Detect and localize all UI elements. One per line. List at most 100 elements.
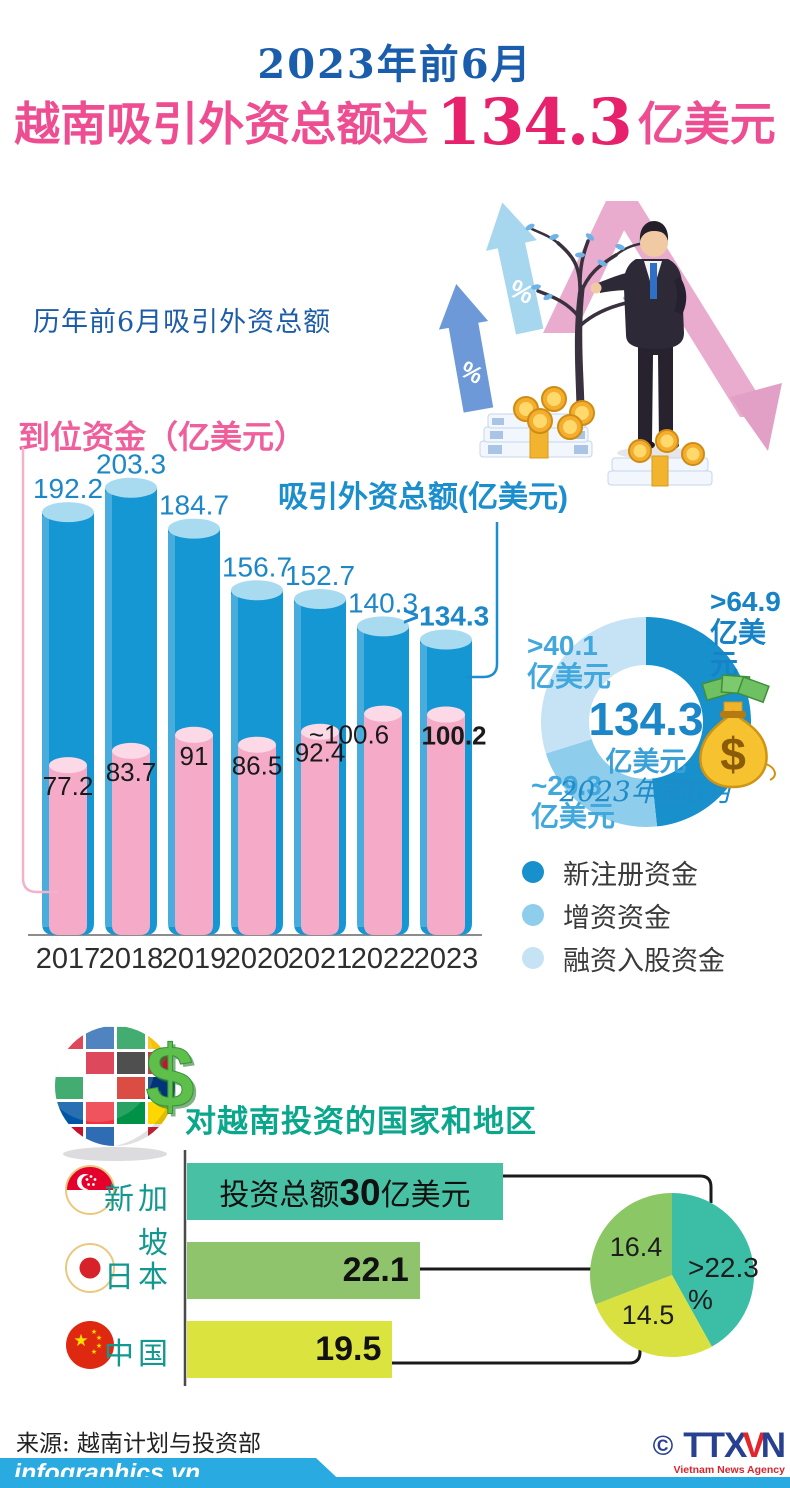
year-label: 2023 <box>414 943 479 975</box>
total-investment-number: 30 <box>339 1171 381 1213</box>
legend-dot-new-registration <box>522 861 544 883</box>
source-note: 来源: 越南计划与投资部 <box>16 1431 262 1457</box>
total-axis-label: 吸引外资总额(亿美元) <box>278 481 568 514</box>
bar-singapore-label: 投资总额30亿美元 <box>187 1170 503 1214</box>
disbursed-value-label: 91 <box>180 741 209 771</box>
legend-dot-share-purchase <box>522 947 544 969</box>
legend-item-adjusted-capital: 增资资金 <box>522 900 671 934</box>
total-investment-suffix: 亿美元 <box>380 1177 471 1213</box>
businessman-icon <box>590 221 693 459</box>
bar-group-2021: 152.7 92.4 2021 <box>285 560 355 975</box>
disbursed-value-label: 92.4 <box>295 738 346 768</box>
history-section-title: 历年前6月吸引外资总额 <box>33 307 332 338</box>
bar-singapore: 投资总额30亿美元 <box>187 1163 503 1220</box>
agency-name-n: N <box>760 1426 786 1465</box>
disbursed-cylinder <box>112 750 150 935</box>
svg-text:$: $ <box>146 1027 195 1126</box>
disbursed-cylinder <box>301 731 339 935</box>
total-value-label: 140.3 <box>348 587 418 618</box>
copyright-icon: © <box>652 1429 674 1461</box>
japan-flag-icon <box>65 1243 115 1293</box>
segment-unit: 亿美元 <box>527 661 612 693</box>
bar-group-2022: 140.3 ~100.6 2022 <box>309 587 418 975</box>
total-investment-prefix: 投资总额 <box>219 1177 340 1213</box>
svg-text:★: ★ <box>96 1342 102 1350</box>
agency-name-ttx: TTX <box>683 1426 747 1465</box>
pie-label-singapore: >22.3 % <box>688 1252 759 1315</box>
total-value-label: 156.7 <box>222 551 292 582</box>
country-label-singapore: 新加坡 <box>104 1182 172 1261</box>
pie-slice-16.4 <box>590 1193 672 1305</box>
disbursed-value-label: 83.7 <box>106 757 157 787</box>
disbursed-value-label: 77.2 <box>43 771 94 801</box>
dollar-sign-icon: $ $ <box>145 1027 198 1130</box>
donut-label-adjusted-capital: ~29.3 亿美元 <box>531 770 615 833</box>
segment-value: ~29.3 <box>531 770 602 801</box>
disbursed-value-label: 86.5 <box>232 751 283 781</box>
title-prefix: 越南吸引外资总额达 <box>14 97 429 151</box>
bar-china: 19.5 <box>187 1321 393 1378</box>
year-label: 2021 <box>288 943 353 975</box>
bar-group-2019: 184.7 91 2019 <box>159 490 229 975</box>
donut-center-period: 2023年前6月 <box>559 775 733 808</box>
pie-label-china: 14.5 <box>621 1300 675 1330</box>
legend-label: 增资资金 <box>563 902 671 934</box>
percent-up-arrows-icon: % % <box>438 202 544 413</box>
total-value-label: >134.3 <box>403 601 489 632</box>
segment-value: >40.1 <box>527 630 598 661</box>
bar-japan: 22.1 <box>187 1242 420 1299</box>
country-share-pie-chart <box>590 1193 754 1357</box>
legend-item-share-purchase: 融资入股资金 <box>522 943 725 977</box>
segment-value: >64.9 <box>710 586 781 617</box>
investment-growth-illustration: % % <box>438 201 782 487</box>
history-bar-chart: 192.277.22017203.383.72018184.7912019156… <box>28 449 489 975</box>
bar-group-2020: 156.7 86.5 2020 <box>222 551 292 975</box>
year-label: 2019 <box>162 943 227 975</box>
bar-japan-value: 22.1 <box>342 1251 409 1289</box>
pie-slice-14.5 <box>595 1275 712 1357</box>
svg-text:★: ★ <box>91 1328 97 1336</box>
legend-label: 新注册资金 <box>563 859 698 891</box>
pie-slice->22.3 % <box>672 1193 754 1347</box>
country-label-japan: 日本 <box>104 1260 172 1295</box>
bar-group-2023: >134.3 100.2 2023 <box>403 601 489 975</box>
countries-section-title: 对越南投资的国家和地区 <box>185 1104 537 1139</box>
year-label: 2022 <box>351 943 416 975</box>
total-value-label: 203.3 <box>96 449 166 480</box>
year-label: 2018 <box>99 943 164 975</box>
segment-unit: 亿美元 <box>531 801 616 833</box>
bar-group-2018: 203.3 83.7 2018 <box>96 449 166 975</box>
agency-subtitle: Vietnam News Agency <box>673 1464 785 1476</box>
total-value-label: 152.7 <box>285 560 355 591</box>
disbursed-value-label: ~100.6 <box>309 720 389 750</box>
disbursed-cylinder <box>427 714 465 935</box>
disbursed-value-label: 100.2 <box>421 721 486 751</box>
legend-item-new-registration: 新注册资金 <box>522 857 698 891</box>
flag-globe-icon: $ $ <box>55 1026 198 1161</box>
svg-text:$: $ <box>149 1030 198 1129</box>
donut-segment-融资入股资金 <box>541 617 646 754</box>
bar-group-2017: 192.2 77.2 2017 <box>33 473 103 975</box>
bottom-strip <box>0 1477 790 1488</box>
title-suffix: 亿美元 <box>637 97 776 151</box>
svg-text:$: $ <box>720 728 746 780</box>
total-value-label: 184.7 <box>159 490 229 521</box>
donut-label-share-purchase: >40.1 亿美元 <box>527 630 611 693</box>
header-subtitle: 2023年前6月 <box>257 41 533 88</box>
singapore-flag-icon <box>65 1165 115 1215</box>
svg-text:★: ★ <box>73 1331 88 1350</box>
donut-center-value: 134.3 <box>588 693 704 745</box>
total-value-label: 192.2 <box>33 473 103 504</box>
china-flag-icon: ★ ★★ ★★ <box>66 1321 114 1369</box>
donut-segment-增资资金 <box>545 739 658 827</box>
bar-china-value: 19.5 <box>315 1330 382 1368</box>
donut-center-unit: 亿美元 <box>605 747 687 777</box>
legend-dot-adjusted-capital <box>522 904 544 926</box>
legend-label: 融资入股资金 <box>563 945 725 977</box>
ttxvn-logo: © TTX V N Vietnam News Agency <box>620 1426 786 1476</box>
money-stack-icon <box>479 386 713 487</box>
pie-label-japan: 16.4 <box>609 1232 663 1262</box>
disbursed-cylinder <box>175 734 213 935</box>
country-label-china: 中国 <box>104 1337 172 1372</box>
